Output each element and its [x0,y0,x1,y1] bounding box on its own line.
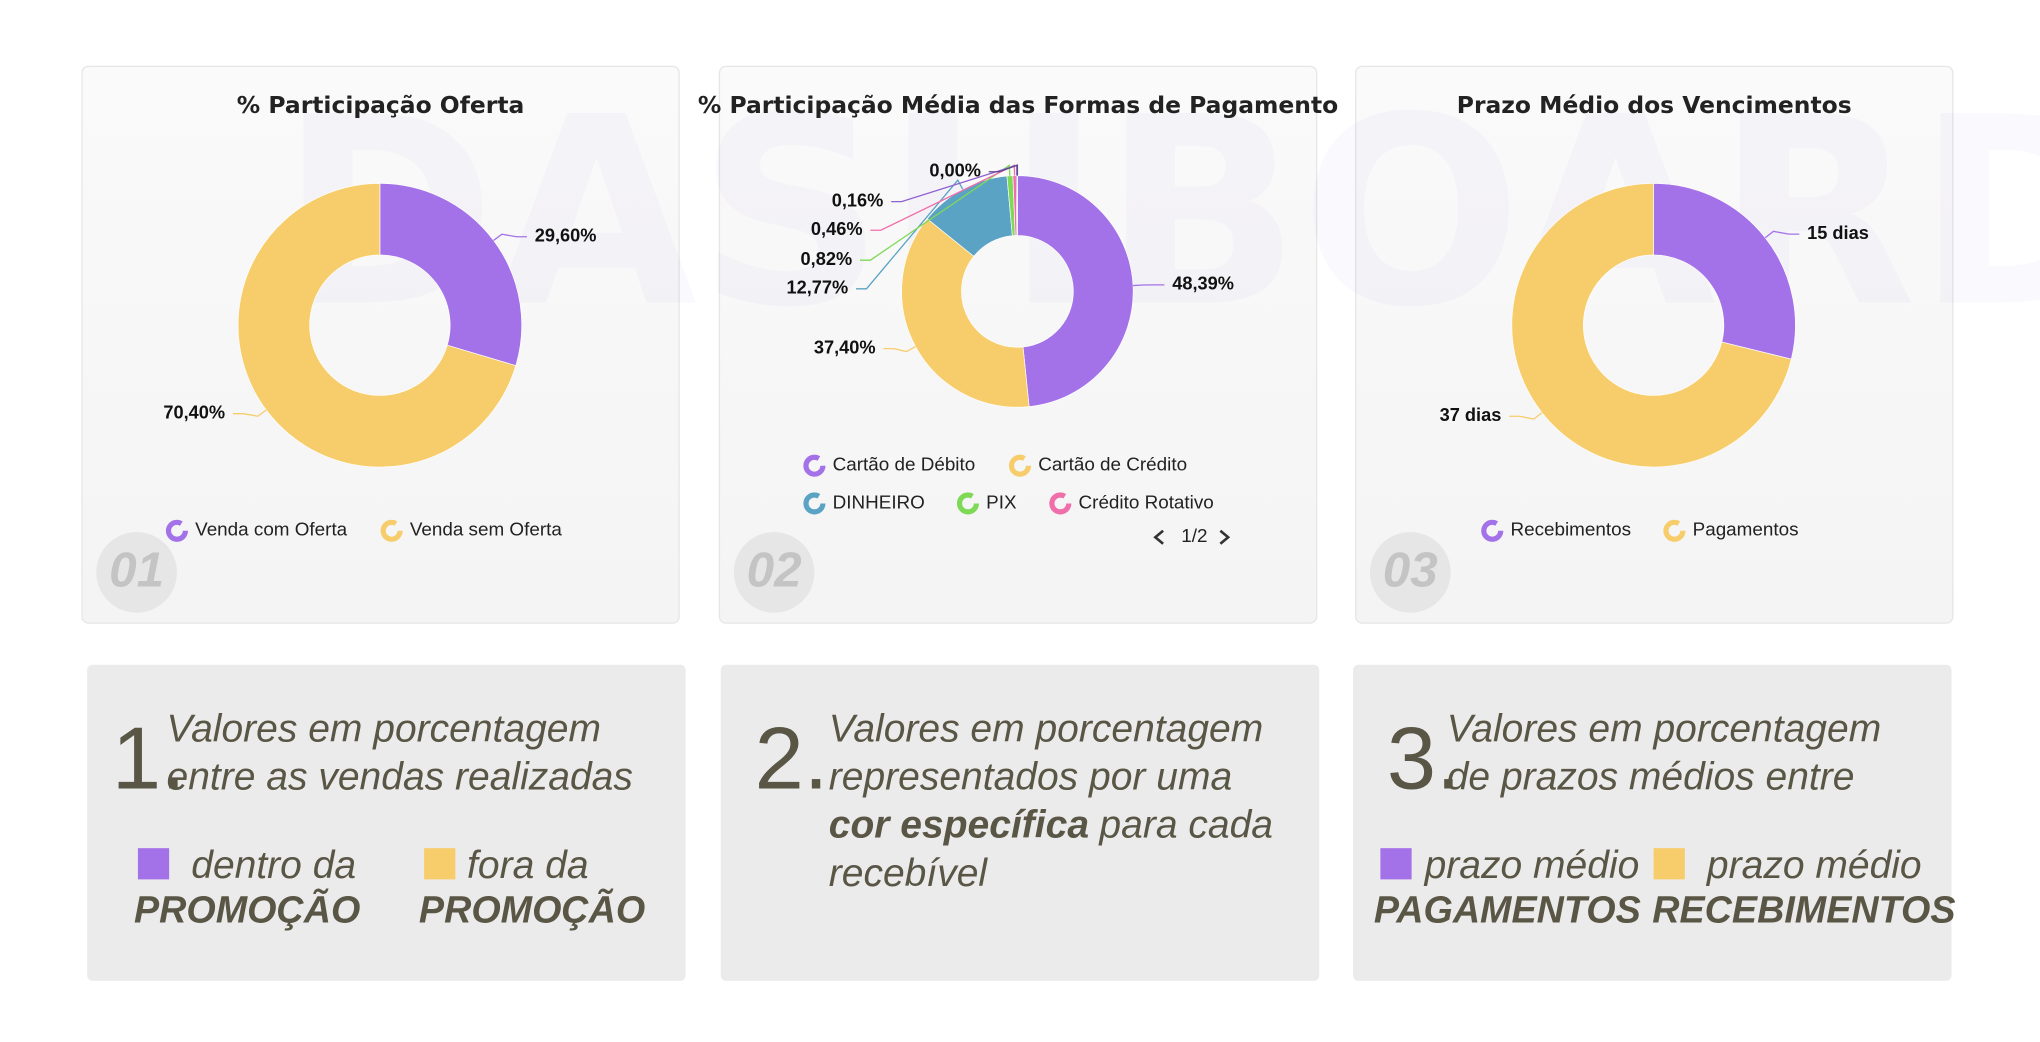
chart-panel [81,65,680,624]
legend-strong: PAGAMENTOS [1374,888,1641,930]
legend-strong: RECEBIMENTOS [1652,888,1955,930]
legend-label[interactable]: Recebimentos [1510,519,1631,540]
legend-icon [956,492,980,515]
chart-title: % Participação Média das Formas de Pagam… [698,91,1338,119]
chart-panel [718,65,1318,624]
legend-label[interactable]: Venda com Oferta [195,519,348,540]
note-card [1353,664,1952,981]
note-card [720,664,1320,981]
note-card [87,664,686,981]
donut-slice [237,183,517,468]
value-label: 0,00% [929,161,981,181]
note-text: entre as vendas realizadas [167,756,633,799]
leader-line [870,164,1016,231]
leader-line [232,409,267,417]
donut-slice [1653,183,1796,360]
legend-label[interactable]: Pagamentos [1693,519,1799,540]
legend-swatch [137,848,170,880]
leader-line [988,164,1019,176]
legend-text: fora da [467,844,588,887]
leader-line [1509,412,1543,420]
note-line: de prazos médios entre [1447,756,1855,799]
chart-panel [1355,65,1954,624]
legend-swatch [1653,848,1685,880]
note-text: cor específica [829,804,1089,847]
note-line: recebível [829,852,989,895]
badge-circle [96,532,177,613]
legend-page: 1/2 [1181,525,1207,546]
badge-number: 03 [1383,543,1438,598]
badge-circle [733,532,815,613]
note-line: representados por uma [829,756,1232,799]
value-label: 29,60% [535,226,597,246]
chart-title: % Participação Oferta [237,91,525,119]
note-number: 3. [1387,708,1461,807]
value-label: 48,39% [1172,274,1234,294]
badge-number: 01 [109,543,164,598]
donut-slice [1511,183,1792,468]
note-text: para cada [1098,804,1273,847]
legend-label[interactable]: Crédito Rotativo [1079,491,1214,512]
chart-title: Prazo Médio dos Vencimentos [1457,91,1852,119]
note-text: Valores em porcentagem [829,708,1263,751]
note-text: Valores em porcentagem [167,708,601,751]
note-text: Valores em porcentagem [1447,708,1881,751]
value-label: 70,40% [163,402,225,422]
value-label: 37 dias [1440,405,1502,425]
value-label: 12,77% [787,278,849,298]
note-number: 2. [755,708,829,807]
leader-line [493,233,527,241]
note-line: Valores em porcentagem [829,708,1263,751]
donut-slice [1017,175,1134,407]
leader-line [1133,284,1165,287]
note-text: de prazos médios entre [1447,756,1855,799]
note-number: 1. [112,708,186,807]
donut-slice [379,183,523,367]
legend-label[interactable]: PIX [986,491,1017,512]
legend-label[interactable]: Cartão de Crédito [1038,454,1187,475]
value-label: 0,46% [811,219,863,239]
legend-icon [1049,492,1072,515]
legend-label[interactable]: Venda sem Oferta [410,519,563,540]
badge-circle [1369,532,1451,613]
leader-line [883,346,916,353]
note-line: Valores em porcentagem [167,708,601,751]
legend-text: prazo médio [1424,844,1640,887]
note-text: representados por uma [829,756,1232,799]
legend-icon [803,492,826,515]
note-line: Valores em porcentagem [1447,708,1881,751]
legend-prev[interactable] [1153,529,1164,545]
legend-strong: PROMOÇÃO [134,888,360,930]
leader-line [1764,230,1800,239]
legend-strong: PROMOÇÃO [419,888,645,930]
value-label: 15 dias [1807,223,1869,243]
value-label: 0,82% [801,249,853,269]
legend-icon [1008,454,1032,477]
legend-text: dentro da [191,844,356,887]
note-line: cor específica para cada [829,804,1273,847]
legend-next[interactable] [1219,529,1231,545]
leader-line [859,164,1011,261]
leader-line [856,179,964,290]
value-label: 37,40% [814,337,876,357]
legend-icon [803,454,826,477]
note-line: entre as vendas realizadas [167,756,633,799]
legend-label[interactable]: DINHEIRO [833,491,925,512]
donut-slice [901,218,1030,408]
badge-number: 02 [747,543,802,598]
note-text: recebível [829,852,989,895]
legend-text: prazo médio [1706,844,1922,887]
legend-swatch [1380,848,1412,880]
value-label: 0,16% [832,190,884,210]
legend-label[interactable]: Cartão de Débito [833,454,976,475]
legend-swatch [424,848,456,880]
